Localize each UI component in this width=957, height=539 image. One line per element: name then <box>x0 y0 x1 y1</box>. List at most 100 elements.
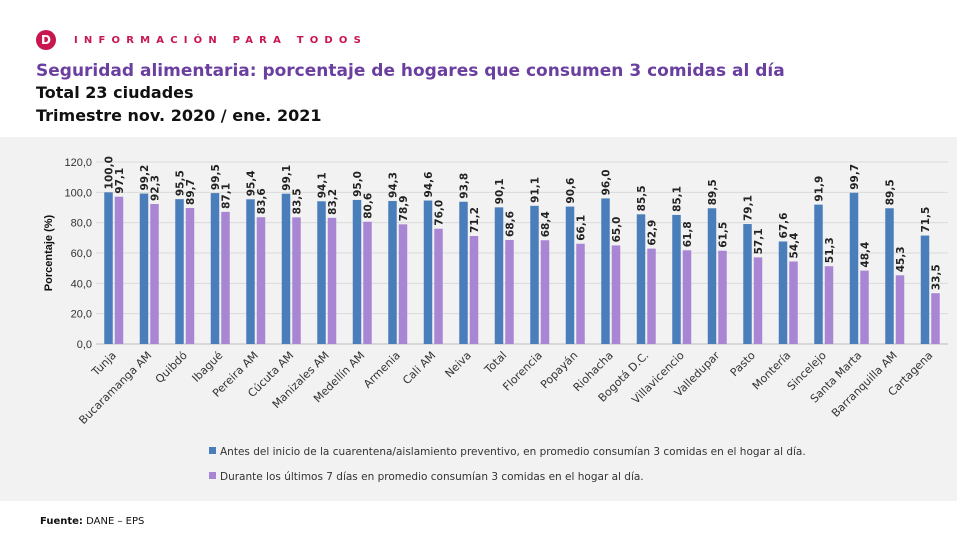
data-label: 51,3 <box>824 237 836 263</box>
data-label: 80,6 <box>363 193 375 219</box>
y-tick-label: 20,0 <box>71 309 92 321</box>
bar-before <box>352 199 362 344</box>
bar-before <box>565 206 575 344</box>
dane-logo: D <box>36 30 56 50</box>
source-note: Fuente: DANE – EPS <box>40 516 144 527</box>
x-tick-label: Armenia <box>361 349 403 391</box>
data-label: 96,0 <box>601 169 613 195</box>
data-label: 90,6 <box>565 178 577 204</box>
data-label: 33,5 <box>931 264 943 290</box>
data-label: 83,2 <box>327 189 339 215</box>
legend-swatch <box>209 472 216 479</box>
bar-before <box>672 214 681 344</box>
data-label: 97,1 <box>114 168 126 194</box>
bar-during <box>256 217 266 344</box>
data-label: 65,0 <box>611 216 623 242</box>
data-label: 76,0 <box>434 200 446 226</box>
data-label: 61,8 <box>682 221 694 247</box>
y-tick-label: 100,0 <box>64 187 92 199</box>
data-label: 94,3 <box>388 172 400 198</box>
data-label: 91,9 <box>814 176 826 202</box>
data-label: 67,6 <box>778 213 790 239</box>
x-tick-label: Total <box>481 349 509 377</box>
bar-during <box>434 228 443 344</box>
x-tick-label: Barranquilla AM <box>829 349 900 420</box>
data-label: 62,9 <box>647 220 659 246</box>
data-label: 95,5 <box>175 170 187 196</box>
logo-letter: D <box>41 33 51 47</box>
data-label: 94,6 <box>423 172 435 198</box>
bar-before <box>601 198 610 344</box>
data-label: 99,7 <box>849 164 861 190</box>
bar-before <box>920 235 930 344</box>
data-label: 79,1 <box>743 195 755 221</box>
data-label: 95,0 <box>352 171 364 197</box>
y-tick-label: 120,0 <box>64 157 92 169</box>
bar-before <box>388 200 397 344</box>
bar-during <box>789 261 798 344</box>
bar-before <box>246 199 255 344</box>
bar-during <box>753 257 763 344</box>
data-label: 94,1 <box>317 172 329 198</box>
header: D INFORMACIÓN PARA TODOS <box>36 30 367 50</box>
bar-during <box>398 224 408 344</box>
bar-before <box>175 199 184 344</box>
x-tick-label: Quibdó <box>153 349 190 386</box>
y-tick-label: 60,0 <box>71 248 92 260</box>
bar-before <box>317 201 326 344</box>
bar-during <box>647 248 656 344</box>
bar-during <box>931 293 940 344</box>
data-label: 61,5 <box>718 222 730 248</box>
bar-during <box>895 275 905 344</box>
bar-during <box>824 266 834 344</box>
subtitle-period: Trimestre nov. 2020 / ene. 2021 <box>36 106 322 125</box>
bar-before <box>530 205 539 344</box>
data-label: 71,2 <box>469 207 481 233</box>
bar-during <box>540 240 550 344</box>
legend-entry: Durante los últimos 7 días en promedio c… <box>220 471 644 483</box>
data-label: 48,4 <box>860 242 872 268</box>
bar-before <box>104 192 113 344</box>
bar-during <box>505 239 514 344</box>
legend-entry: Antes del inicio de la cuarentena/aislam… <box>220 446 806 458</box>
data-label: 68,4 <box>540 211 552 237</box>
bar-before <box>210 193 220 344</box>
data-label: 66,1 <box>576 215 588 241</box>
bar-during <box>718 250 727 344</box>
data-label: 99,1 <box>281 165 293 191</box>
data-label: 83,5 <box>292 188 304 214</box>
x-tick-label: Cali AM <box>400 349 438 387</box>
bar-before <box>281 193 291 344</box>
bar-during <box>185 207 195 344</box>
bar-before <box>707 208 717 344</box>
data-label: 83,6 <box>256 188 268 214</box>
data-label: 95,4 <box>246 170 258 196</box>
data-label: 89,7 <box>185 179 197 205</box>
tagline: INFORMACIÓN PARA TODOS <box>74 34 368 46</box>
x-tick-label: Florencia <box>500 349 545 394</box>
bar-during <box>469 236 479 344</box>
data-label: 90,1 <box>494 178 506 204</box>
bar-during <box>114 196 124 344</box>
bar-during <box>150 204 159 344</box>
y-tick-label: 80,0 <box>71 218 92 230</box>
bar-during <box>221 211 230 344</box>
bar-before <box>743 224 752 344</box>
data-label: 68,6 <box>505 211 517 237</box>
bar-during <box>363 221 372 344</box>
data-label: 54,4 <box>789 233 801 259</box>
bar-before <box>423 200 433 344</box>
bar-before <box>636 214 646 344</box>
bar-during <box>292 217 301 344</box>
bar-before <box>849 192 859 344</box>
data-label: 93,8 <box>459 173 471 199</box>
data-label: 87,1 <box>221 183 233 209</box>
data-label: 100,0 <box>104 156 116 189</box>
y-tick-label: 40,0 <box>71 278 92 290</box>
data-label: 45,3 <box>895 246 907 272</box>
bar-before <box>494 207 504 344</box>
source-value: DANE – EPS <box>86 516 145 527</box>
data-label: 85,1 <box>672 186 684 212</box>
bar-before <box>778 241 788 344</box>
